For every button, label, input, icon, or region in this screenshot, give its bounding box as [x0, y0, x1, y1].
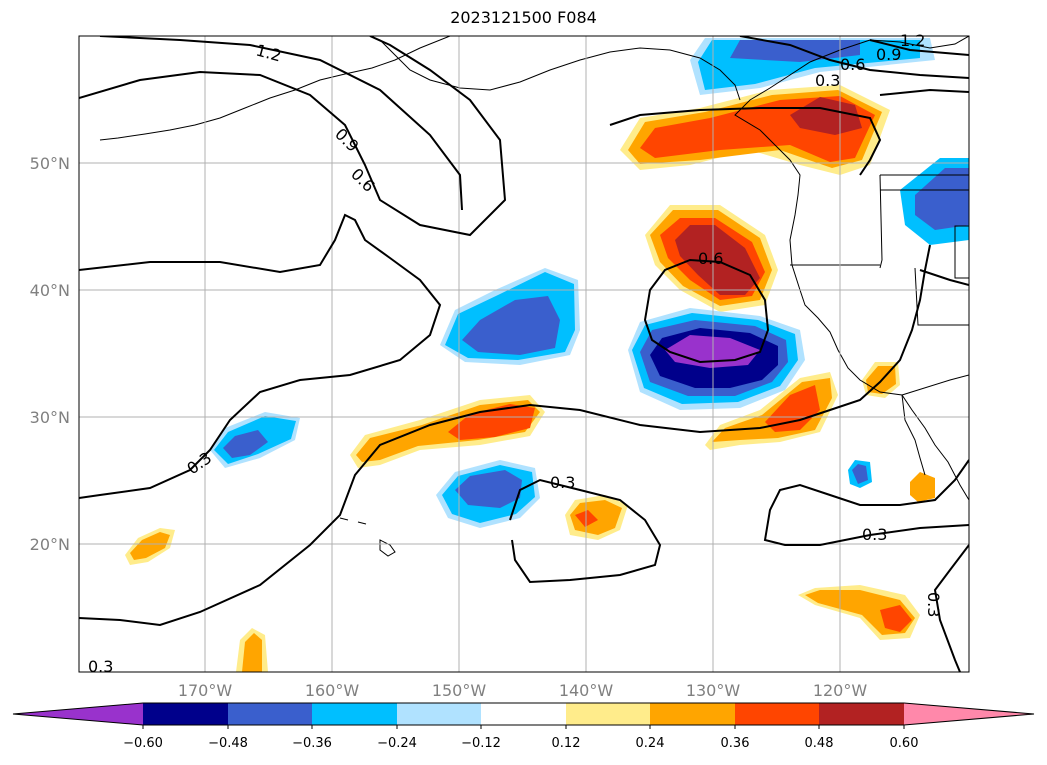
contour-lines [79, 36, 969, 672]
contour-label: 0.6 [840, 55, 865, 74]
contour-label: 0.3 [815, 71, 840, 90]
colorbar-tick-label: −0.60 [123, 736, 163, 751]
lat-label: 30°N [30, 408, 70, 427]
colorbar-swatch [397, 703, 481, 725]
colorbar-low-extension [13, 703, 143, 725]
colorbar-swatch [735, 703, 819, 725]
anomaly-fill-layer [125, 38, 969, 672]
colorbar-swatch [481, 703, 566, 725]
colorbar-swatch [650, 703, 735, 725]
contour-label: 1.2 [254, 41, 284, 66]
map-frame [78, 35, 970, 673]
contour-label: 0.6 [347, 164, 378, 195]
colorbar-swatch [143, 703, 228, 725]
colorbar-swatch [228, 703, 312, 725]
colorbar-tick-label: 0.60 [890, 736, 919, 751]
lon-label: 120°W [813, 681, 868, 700]
lon-label: 170°W [178, 681, 233, 700]
contour-label: 0.3 [88, 657, 113, 676]
lat-label: 20°N [30, 535, 70, 554]
colorbar-tick-label: −0.24 [377, 736, 417, 751]
contour-label: 0.3 [550, 473, 575, 492]
lat-label: 40°N [30, 281, 70, 300]
contour-label: 0.9 [876, 45, 901, 64]
colorbar-tick-label: −0.36 [292, 736, 332, 751]
colorbar-swatch [819, 703, 904, 725]
colorbar: −0.60 −0.48 −0.36 −0.24 −0.12 0.12 0.24 … [12, 702, 1035, 751]
colorbar-tick-label: −0.48 [208, 736, 248, 751]
contour-label: 0.3 [183, 448, 215, 478]
colorbar-tick-label: −0.12 [461, 736, 501, 751]
lat-label: 50°N [30, 154, 70, 173]
contour-label: 0.3 [924, 592, 943, 617]
map-title: 2023121500 F084 [450, 8, 597, 27]
graticule [79, 36, 969, 672]
contour-label: 1.2 [900, 31, 925, 50]
colorbar-swatch [312, 703, 397, 725]
lon-label: 130°W [686, 681, 741, 700]
lon-label: 140°W [559, 681, 614, 700]
colorbar-swatch [566, 703, 650, 725]
colorbar-tick-label: 0.24 [636, 736, 665, 751]
colorbar-high-extension [904, 703, 1034, 725]
longitude-labels: 170°W 160°W 150°W 140°W 130°W 120°W [178, 681, 868, 700]
latitude-labels: 50°N 40°N 30°N 20°N [30, 154, 70, 554]
contour-label: 0.6 [698, 249, 723, 268]
colorbar-tick-label: 0.48 [805, 736, 834, 751]
contour-label: 0.3 [862, 525, 887, 544]
colorbar-tick-label: 0.36 [721, 736, 750, 751]
colorbar-tick-label: 0.12 [552, 736, 581, 751]
lon-label: 150°W [432, 681, 487, 700]
lon-label: 160°W [305, 681, 360, 700]
